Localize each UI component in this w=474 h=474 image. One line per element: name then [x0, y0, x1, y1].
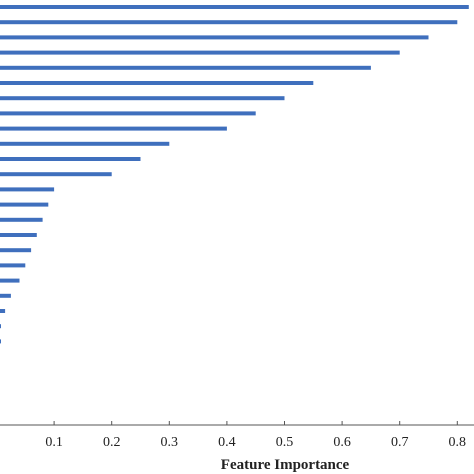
bar-10	[0, 141, 170, 146]
bar-19	[0, 278, 20, 283]
x-axis-title: Feature Importance	[221, 457, 350, 473]
bar-8	[0, 111, 256, 116]
bar-12	[0, 172, 112, 177]
bar-11	[0, 157, 141, 161]
bar-4	[0, 50, 400, 55]
bar-group	[0, 5, 469, 344]
x-tick-label-5: 0.5	[276, 435, 294, 450]
x-tick-label-6: 0.6	[333, 435, 351, 450]
x-tick-label-4: 0.4	[218, 435, 236, 450]
bar-3	[0, 35, 429, 40]
x-tick-label-8: 0.8	[449, 435, 467, 450]
bar-16	[0, 233, 37, 237]
x-axis-ticks: 0.1 0.2 0.3 0.4 0.5 0.6 0.7 0.8	[45, 421, 466, 450]
bar-18	[0, 263, 26, 268]
x-tick-label-3: 0.3	[161, 435, 179, 450]
bar-14	[0, 202, 49, 207]
bar-1	[0, 5, 469, 9]
bar-17	[0, 248, 32, 253]
bar-7	[0, 96, 285, 101]
bar-20	[0, 293, 11, 298]
bar-22	[0, 324, 1, 329]
bar-2	[0, 20, 458, 25]
bar-6	[0, 81, 314, 85]
bar-23	[0, 339, 1, 344]
bar-21	[0, 309, 6, 313]
bar-15	[0, 217, 43, 222]
x-tick-label-2: 0.2	[103, 435, 121, 450]
x-tick-label-7: 0.7	[391, 435, 409, 450]
bar-9	[0, 126, 227, 131]
bar-13	[0, 187, 55, 192]
bar-5	[0, 65, 371, 70]
x-tick-label-1: 0.1	[45, 435, 63, 450]
